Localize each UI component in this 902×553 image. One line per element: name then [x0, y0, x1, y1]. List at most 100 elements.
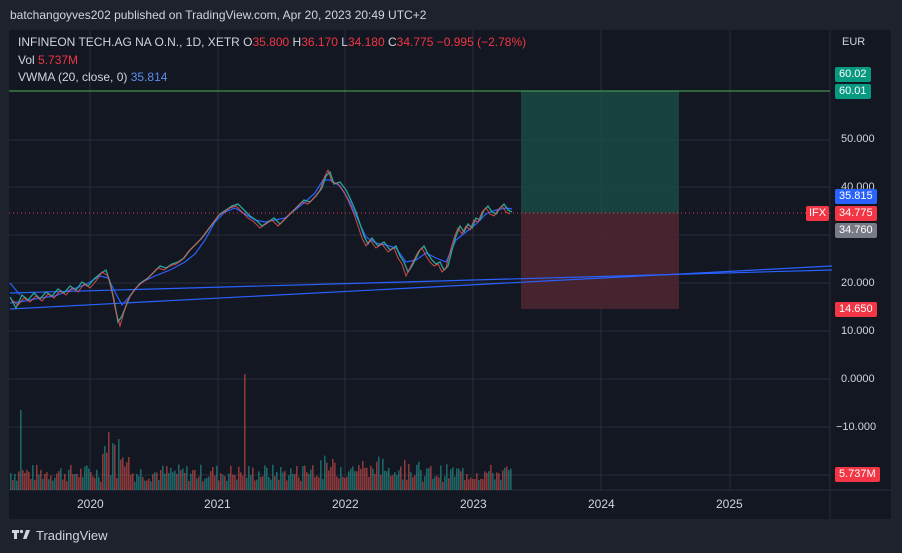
volume-bar — [24, 473, 26, 490]
volume-bar — [368, 476, 370, 490]
volume-bar — [82, 477, 84, 490]
volume-bar — [374, 473, 376, 490]
volume-bar — [214, 475, 216, 490]
volume-bar — [244, 374, 246, 490]
volume-bar — [468, 479, 470, 490]
volume-bar — [36, 464, 38, 490]
volume-bar — [32, 465, 34, 490]
volume-bar — [430, 465, 432, 490]
volume-bar — [68, 469, 70, 490]
volume-bar — [114, 444, 116, 490]
x-tick: 2023 — [460, 497, 487, 511]
volume-bar — [162, 465, 164, 490]
volume-bar — [34, 479, 36, 490]
volume-bar — [350, 468, 352, 490]
target-tag[interactable]: 60.01 — [835, 84, 871, 99]
volume-bar — [314, 477, 316, 490]
volume-bar — [334, 462, 336, 490]
entry-tag[interactable]: 34.760 — [835, 223, 877, 238]
volume-bar — [236, 479, 238, 490]
change-value: −0.995 (−2.78%) — [436, 35, 527, 49]
trendline-stub[interactable] — [9, 282, 21, 296]
volume-bar — [308, 474, 310, 490]
volume-bar — [66, 481, 68, 490]
volume-bar — [418, 461, 420, 490]
volume-bar — [108, 431, 110, 490]
vwma-value: 35.814 — [130, 70, 168, 84]
volume-bar — [488, 471, 490, 490]
volume-bar — [30, 478, 32, 490]
trendline-upper[interactable] — [9, 269, 833, 294]
volume-bar — [292, 473, 294, 490]
volume-bar — [12, 479, 14, 490]
vwma-price-tag: 35.815 — [835, 189, 877, 204]
volume-bar — [154, 472, 156, 490]
y-tick: 0.0000 — [841, 373, 875, 385]
volume-bar — [144, 480, 146, 490]
volume-bar — [342, 476, 344, 490]
volume-bar — [448, 478, 450, 490]
currency-label[interactable]: EUR — [842, 36, 866, 48]
volume-bar — [422, 481, 424, 490]
volume-bar — [436, 475, 438, 490]
trendline-lower[interactable] — [9, 265, 833, 310]
volume-bar — [246, 477, 248, 490]
vwma-label: VWMA (20, close, 0) — [18, 70, 128, 84]
vwma-legend[interactable]: VWMA (20, close, 0) 35.814 — [18, 70, 167, 84]
volume-bar — [164, 473, 166, 490]
volume-bar — [380, 474, 382, 490]
volume-bar — [104, 445, 106, 490]
stop-tag[interactable]: 14.650 — [835, 302, 877, 317]
volume-bar — [178, 464, 180, 490]
volume-bar — [20, 410, 22, 490]
volume-bar — [392, 475, 394, 490]
tradingview-brand[interactable]: TradingView — [12, 528, 108, 543]
volume-bar — [346, 476, 348, 490]
volume-bar — [98, 477, 100, 490]
close-value: 34.775 — [396, 35, 434, 49]
volume-bar — [76, 473, 78, 490]
volume-bar — [366, 467, 368, 490]
volume-bar — [222, 474, 224, 490]
volume-bar — [378, 456, 380, 490]
volume-bar — [174, 470, 176, 490]
x-tick: 2020 — [77, 497, 104, 511]
stop-zone[interactable] — [521, 213, 679, 309]
volume-bar — [414, 475, 416, 490]
volume-bar — [94, 478, 96, 490]
volume-bar — [38, 474, 40, 490]
volume-bar — [356, 471, 358, 490]
volume-bar — [394, 472, 396, 490]
volume-bar — [320, 460, 322, 490]
open-value: 35.800 — [252, 35, 290, 49]
volume-bar — [462, 467, 464, 490]
volume-bar — [150, 481, 152, 490]
target-top-tag[interactable]: 60.02 — [835, 67, 871, 82]
x-tick: 2025 — [716, 497, 743, 511]
x-tick: 2021 — [204, 497, 231, 511]
grid — [9, 30, 830, 490]
volume-bar — [228, 473, 230, 490]
volume-bar — [270, 479, 272, 490]
volume-bar — [324, 455, 326, 490]
symbol-name[interactable]: INFINEON TECH.AG NA O.N., 1D, XETR — [18, 35, 240, 49]
volume-bar — [450, 469, 452, 490]
volume-bar — [376, 461, 378, 490]
volume-bar — [86, 465, 88, 490]
target-zone[interactable] — [521, 91, 679, 213]
chart-panel[interactable] — [9, 30, 891, 519]
symbol-legend[interactable]: INFINEON TECH.AG NA O.N., 1D, XETR O35.8… — [18, 35, 526, 49]
volume-bar — [400, 466, 402, 490]
volume-bar — [336, 476, 338, 490]
volume-bar — [306, 472, 308, 490]
volume-bar — [410, 472, 412, 490]
volume-bar — [264, 465, 266, 490]
volume-bar — [92, 476, 94, 490]
volume-bar — [388, 467, 390, 490]
volume-bar — [212, 467, 214, 490]
volume-bar — [282, 472, 284, 490]
tradingview-logo-icon — [12, 528, 30, 543]
volume-bar — [288, 475, 290, 490]
volume-legend[interactable]: Vol 5.737M — [18, 53, 78, 67]
